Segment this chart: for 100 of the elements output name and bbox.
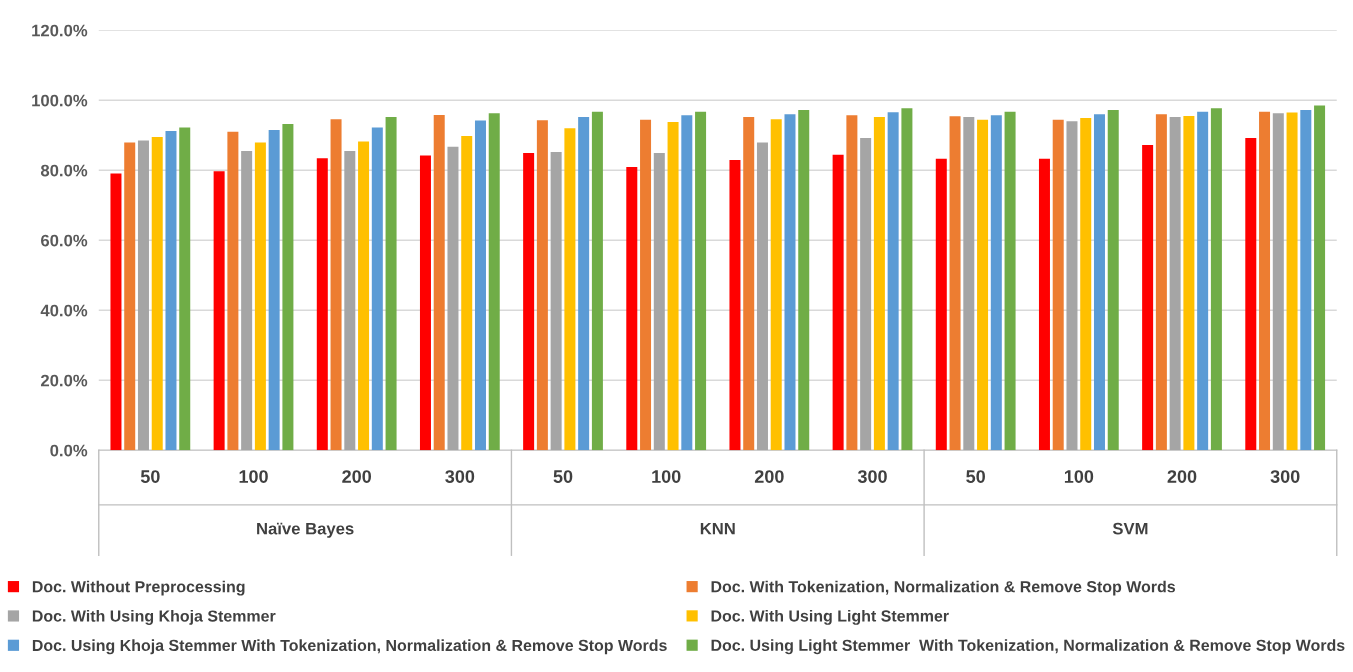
bar bbox=[124, 142, 136, 451]
bar bbox=[1093, 114, 1105, 451]
bar bbox=[241, 150, 253, 451]
x-tick-label: 100 bbox=[239, 470, 268, 483]
bar bbox=[626, 167, 638, 451]
text: SVM bbox=[1112, 522, 1148, 535]
bar bbox=[846, 115, 858, 451]
bar bbox=[371, 127, 383, 451]
bar bbox=[1314, 105, 1326, 451]
bar bbox=[447, 146, 459, 451]
bar bbox=[1300, 110, 1312, 451]
bar bbox=[1052, 119, 1064, 451]
x-tick-label: 300 bbox=[1270, 470, 1300, 483]
legend-label: Doc. With Using Light Stemmer bbox=[711, 609, 949, 625]
x-tick-label: 100 bbox=[1064, 470, 1094, 483]
bar bbox=[137, 140, 149, 451]
bar bbox=[179, 127, 191, 451]
bar bbox=[963, 117, 975, 451]
bar bbox=[578, 117, 590, 451]
bar bbox=[268, 129, 280, 451]
y-tick-label: 60.0% bbox=[41, 234, 88, 247]
legend-label: Doc. Without Preprocessing bbox=[32, 580, 245, 596]
bar bbox=[550, 152, 562, 451]
bar bbox=[1245, 138, 1257, 451]
bar bbox=[488, 113, 500, 451]
bar bbox=[949, 116, 961, 451]
bar bbox=[564, 128, 576, 451]
bar bbox=[1142, 145, 1154, 451]
x-tick-label: 50 bbox=[553, 470, 573, 483]
bar bbox=[798, 110, 810, 451]
bar bbox=[419, 155, 431, 451]
bar bbox=[653, 153, 665, 451]
y-tick-label: 0.0% bbox=[50, 444, 88, 457]
bar bbox=[110, 173, 122, 451]
bar bbox=[1004, 111, 1016, 451]
legend-label: Doc. With Tokenization, Normalization & Remove Stop Words bbox=[711, 580, 1176, 596]
bar bbox=[860, 138, 872, 451]
bar bbox=[1080, 118, 1092, 451]
x-tick-label: 200 bbox=[342, 470, 372, 483]
bar bbox=[873, 117, 885, 451]
bar bbox=[729, 160, 741, 451]
legend-label: Doc. With Using Khoja Stemmer bbox=[32, 609, 276, 625]
x-tick-label: 200 bbox=[754, 470, 784, 483]
legend-label: Doc. Using Khoja Stemmer With Tokenization, Normalization & Remove Stop Words bbox=[32, 639, 667, 655]
bar bbox=[358, 141, 370, 451]
bar bbox=[213, 171, 225, 451]
bar bbox=[1286, 112, 1298, 451]
x-tick-label: 100 bbox=[652, 470, 681, 483]
bar bbox=[887, 112, 899, 451]
bar bbox=[1107, 110, 1119, 451]
bar bbox=[1183, 115, 1195, 451]
bar bbox=[901, 108, 913, 451]
bar bbox=[330, 119, 342, 451]
bar bbox=[756, 142, 768, 451]
y-tick-label: 120.0% bbox=[32, 24, 88, 37]
y-tick-label: 20.0% bbox=[40, 374, 88, 387]
y-tick-label: 40.0% bbox=[40, 304, 88, 317]
bar bbox=[433, 114, 445, 451]
x-tick-label: 50 bbox=[140, 470, 160, 483]
bar bbox=[1272, 113, 1284, 451]
bar bbox=[1038, 158, 1050, 451]
bar bbox=[1259, 111, 1271, 451]
bar bbox=[227, 131, 239, 451]
bar bbox=[977, 119, 989, 451]
bar bbox=[151, 136, 163, 451]
bar bbox=[784, 114, 796, 451]
bar bbox=[282, 124, 294, 451]
bar bbox=[474, 120, 486, 451]
bar bbox=[316, 158, 328, 451]
bar bbox=[254, 142, 266, 451]
bar bbox=[640, 119, 652, 451]
bar bbox=[1169, 117, 1181, 451]
y-tick-label: 100.0% bbox=[32, 94, 88, 107]
y-tick-label: 80.0% bbox=[40, 164, 88, 177]
bar bbox=[344, 150, 356, 451]
text: KNN bbox=[700, 522, 735, 535]
bar bbox=[681, 115, 693, 451]
x-tick-label: 50 bbox=[966, 470, 985, 483]
bar bbox=[1155, 114, 1167, 451]
bar bbox=[770, 119, 782, 451]
bar bbox=[695, 111, 707, 451]
bar bbox=[461, 135, 473, 451]
bar bbox=[832, 154, 844, 451]
bar bbox=[1197, 111, 1209, 451]
bar bbox=[165, 131, 177, 451]
x-tick-label: 300 bbox=[445, 470, 475, 483]
x-tick-label: 200 bbox=[1167, 470, 1197, 483]
legend-label: Doc. Using Light Stemmer With Tokenization, Normalization & Remove Stop Words bbox=[711, 639, 1345, 655]
bar bbox=[935, 158, 947, 451]
bar bbox=[1210, 108, 1222, 451]
text: Naïve Bayes bbox=[257, 522, 354, 538]
bar bbox=[743, 117, 755, 451]
bar bbox=[990, 115, 1002, 451]
bar bbox=[536, 120, 548, 451]
bar bbox=[667, 121, 679, 451]
bar bbox=[1066, 121, 1078, 451]
bar bbox=[591, 111, 603, 451]
x-tick-label: 300 bbox=[857, 470, 887, 483]
bar bbox=[523, 153, 535, 451]
bar bbox=[385, 117, 397, 451]
